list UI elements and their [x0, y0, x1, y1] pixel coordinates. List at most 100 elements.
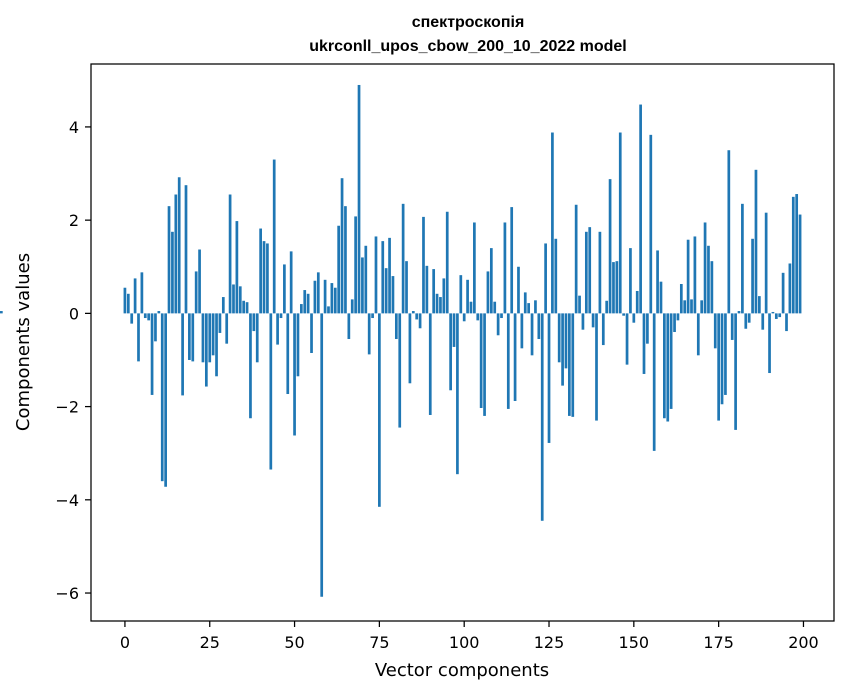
bar: [544, 243, 547, 314]
bar: [354, 216, 357, 314]
bar: [568, 313, 571, 416]
bar: [364, 245, 368, 314]
bar: [727, 150, 731, 314]
bar: [503, 222, 507, 314]
bar: [523, 292, 527, 314]
bar: [629, 248, 632, 314]
bar: [747, 313, 751, 323]
bar: [673, 313, 676, 333]
bar: [347, 313, 351, 340]
bar: [327, 306, 330, 314]
bar: [293, 313, 296, 436]
bar: [635, 290, 639, 314]
bar: [720, 313, 724, 405]
bar: [588, 227, 592, 314]
bar: [527, 303, 531, 314]
bar: [323, 279, 327, 314]
bar: [639, 104, 642, 314]
bar: [313, 280, 317, 314]
bar: [751, 238, 754, 314]
bar: [405, 261, 408, 314]
bar: [201, 313, 205, 363]
bar: [534, 300, 537, 314]
bar: [177, 177, 181, 314]
bar: [581, 313, 585, 330]
bar: [333, 287, 337, 314]
x-tick-label: 25: [200, 633, 220, 652]
y-tick-label: 0: [69, 304, 79, 323]
bar: [771, 311, 775, 314]
bar: [143, 313, 147, 319]
bar: [316, 272, 320, 314]
bar: [778, 313, 782, 318]
x-tick-label: 150: [619, 633, 650, 652]
bar: [744, 313, 748, 329]
bar: [181, 313, 184, 396]
bar: [361, 257, 364, 314]
bar: [788, 263, 792, 314]
bar: [279, 313, 283, 319]
bar: [469, 301, 473, 314]
bar: [530, 313, 534, 356]
bar: [774, 313, 778, 319]
bar: [669, 313, 673, 409]
bar: [130, 313, 134, 324]
bar: [781, 272, 785, 314]
bar: [493, 301, 497, 314]
bar: [663, 313, 666, 419]
bar: [489, 248, 493, 314]
bar: [798, 214, 802, 314]
bar: [289, 251, 293, 314]
chart-subtitle: ukrconll_upos_cbow_200_10_2022 model: [309, 38, 626, 55]
bar: [428, 313, 432, 415]
x-tick-label: 50: [284, 633, 304, 652]
bar: [418, 313, 422, 329]
bar: [703, 222, 707, 314]
bar: [646, 313, 649, 344]
bar: [642, 313, 646, 374]
bar: [374, 236, 378, 314]
bar: [649, 134, 653, 314]
bar: [595, 313, 598, 421]
y-tick-label: 4: [69, 118, 79, 137]
y-tick-label: −6: [55, 584, 79, 603]
bar: [238, 286, 242, 314]
bar: [269, 313, 273, 470]
bar: [350, 299, 354, 314]
bar: [310, 313, 313, 353]
bar: [506, 313, 510, 409]
bar: [150, 313, 154, 395]
bar: [299, 304, 303, 314]
bar: [537, 313, 541, 340]
bar: [551, 132, 554, 314]
bar: [160, 313, 164, 482]
bar: [303, 290, 307, 314]
bars-group: [0, 84, 802, 597]
bar: [344, 206, 347, 314]
bar: [710, 261, 714, 314]
bar: [378, 313, 381, 507]
bar: [452, 313, 456, 347]
bar: [700, 300, 704, 314]
bar: [276, 313, 279, 345]
bar: [601, 313, 605, 346]
bar: [384, 268, 388, 314]
bar: [764, 212, 768, 314]
bar: [330, 283, 334, 314]
bar: [557, 313, 561, 363]
bar: [198, 249, 201, 314]
bar: [659, 281, 663, 314]
bar: [357, 84, 361, 314]
bar: [591, 313, 595, 328]
bar: [713, 313, 717, 349]
y-tick-label: 2: [69, 211, 79, 230]
bar: [734, 313, 737, 430]
bar: [164, 313, 167, 487]
bar: [415, 313, 419, 320]
bar: [564, 313, 568, 369]
x-axis-ticks: 0 25 50 75 100 125 150 175 200: [120, 621, 819, 652]
bar: [204, 313, 208, 387]
bar: [466, 279, 469, 314]
bar: [218, 313, 222, 333]
